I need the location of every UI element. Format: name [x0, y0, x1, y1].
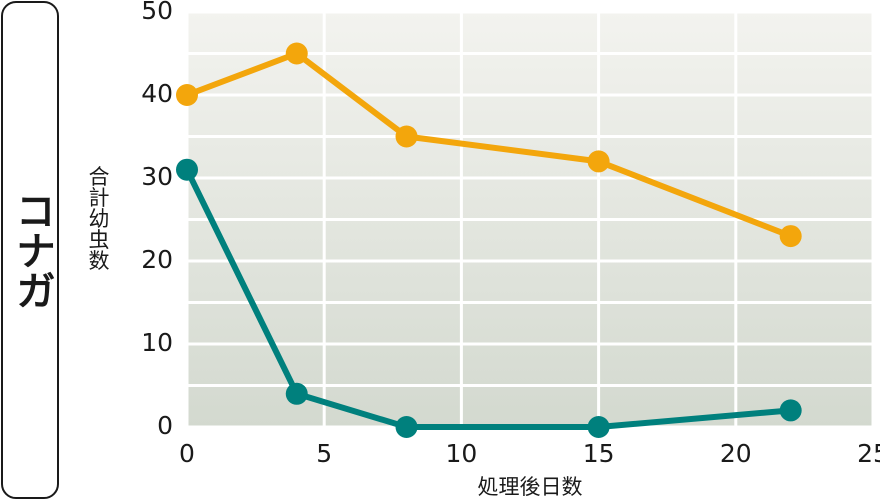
y-tick-label: 20 [141, 245, 173, 274]
y-axis-label: 合計幼虫数 [86, 166, 110, 271]
data-point [176, 158, 198, 181]
x-tick-label: 20 [720, 439, 752, 468]
x-tick-label: 15 [583, 439, 615, 468]
x-tick-label: 0 [179, 439, 195, 468]
y-tick-label: 10 [141, 328, 173, 357]
y-tick-label: 40 [141, 79, 173, 108]
data-point [395, 416, 418, 438]
side-label: コナガ [9, 190, 55, 310]
data-point [587, 150, 610, 173]
side-label-box [1, 1, 59, 499]
data-point [779, 225, 802, 248]
data-point [395, 125, 418, 148]
y-tick-label: 50 [141, 0, 173, 25]
data-point [779, 399, 802, 422]
x-tick-label: 25 [857, 439, 880, 468]
y-tick-label: 0 [157, 411, 173, 440]
x-tick-label: 5 [316, 439, 332, 468]
data-point [587, 416, 610, 438]
data-point [285, 42, 308, 65]
data-point [285, 382, 308, 405]
x-tick-label: 10 [445, 439, 477, 468]
data-point [176, 84, 198, 106]
x-axis-label: 処理後日数 [478, 475, 583, 499]
y-tick-label: 30 [141, 162, 173, 191]
